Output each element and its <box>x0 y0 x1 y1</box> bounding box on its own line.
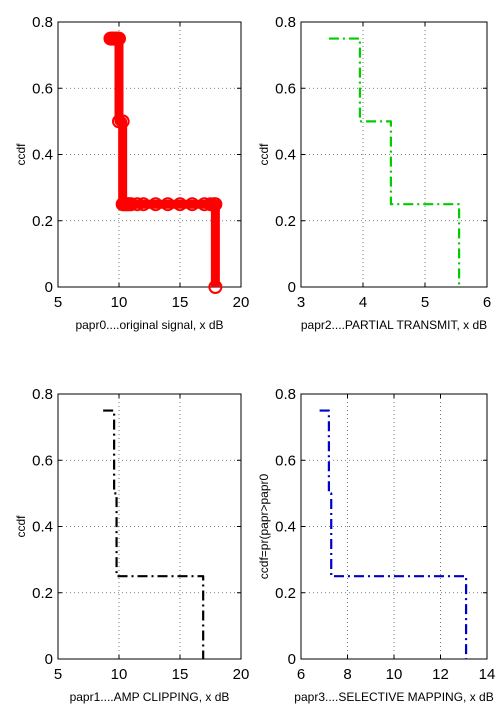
data-point <box>208 280 223 294</box>
y-axis-label: ccdf <box>257 143 271 166</box>
x-tick-label: 15 <box>172 294 189 311</box>
x-tick-label: 3 <box>297 294 305 311</box>
series-line-1 <box>319 409 468 659</box>
y-tick-label: 0.2 <box>32 585 53 602</box>
y-tick-label: 0.4 <box>275 519 296 536</box>
data-point <box>115 114 130 129</box>
y-tick-label: 0.8 <box>32 386 53 403</box>
axes-frame <box>57 393 242 660</box>
x-axis-label: papr1....AMP CLIPPING, x dB <box>70 690 230 704</box>
y-tick-label: 0.8 <box>275 14 296 31</box>
x-tick-label: 5 <box>421 294 429 311</box>
y-tick-label: 0.4 <box>275 147 296 164</box>
y-tick-label: 0.6 <box>32 452 53 469</box>
y-tick-label: 0.6 <box>275 452 296 469</box>
chart-panel-1: 5 10 15 20 0 0.2 0.4 0.6 0.8 papr0....original si… <box>14 14 249 332</box>
x-tick-label: 8 <box>343 666 351 683</box>
y-tick-label: 0.6 <box>275 80 296 97</box>
x-tick-label: 10 <box>111 666 128 683</box>
x-tick-label: 15 <box>172 666 189 683</box>
x-tick-label: 10 <box>111 294 128 311</box>
series-line-1 <box>328 37 461 287</box>
data-point <box>203 197 218 212</box>
y-tick-label: 0.4 <box>32 519 53 536</box>
data-point <box>208 197 223 212</box>
chart-panel-2: 3 4 5 6 0 0.2 0.4 0.6 0.8 papr2....PARTIAL TRANSM… <box>257 14 491 332</box>
data-point <box>112 114 126 129</box>
y-tick-label: 0.6 <box>32 80 53 97</box>
x-axis-label: papr3....SELECTIVE MAPPING, x dB <box>294 690 493 704</box>
data-point <box>130 197 145 212</box>
x-tick-label: 6 <box>297 666 305 683</box>
y-tick-label: 0.8 <box>32 14 53 31</box>
y-tick-label: 0 <box>45 279 53 296</box>
y-tick-label: 0.4 <box>32 147 53 164</box>
y-axis-label: ccdf <box>14 515 28 538</box>
x-tick-label: 20 <box>233 294 250 311</box>
x-tick-label: 12 <box>432 666 449 683</box>
x-tick-label: 5 <box>54 294 62 311</box>
data-point <box>112 31 126 46</box>
chart-panel-3: 5 10 15 20 0 0.2 0.4 0.6 0.8 papr1....AMP CLIPPIN… <box>14 386 249 704</box>
x-axis-label: papr2....PARTIAL TRANSMIT, x dB <box>301 318 487 332</box>
x-tick-label: 14 <box>479 666 496 683</box>
x-tick-label: 4 <box>359 294 367 311</box>
y-tick-label: 0 <box>45 651 53 668</box>
y-tick-label: 0.2 <box>275 585 296 602</box>
y-tick-label: 0.2 <box>32 213 53 230</box>
x-tick-label: 5 <box>54 666 62 683</box>
x-tick-label: 6 <box>483 294 491 311</box>
x-axis-label: papr0....original signal, x dB <box>75 318 223 332</box>
y-tick-label: 0 <box>288 279 296 296</box>
y-axis-label: ccdf <box>14 143 28 166</box>
y-tick-label: 0 <box>288 651 296 668</box>
y-axis-label: ccdf=pr(papr>papr0 <box>257 473 271 579</box>
x-tick-label: 10 <box>386 666 403 683</box>
series-line-1 <box>103 409 205 659</box>
chart-panel-4: 6 8 10 12 14 0 0.2 0.4 0.6 0.8 papr3....SELECTIVE … <box>257 386 495 704</box>
y-tick-label: 0.8 <box>275 386 296 403</box>
y-tick-label: 0.2 <box>275 213 296 230</box>
data-point <box>197 197 212 212</box>
x-tick-label: 20 <box>233 666 250 683</box>
